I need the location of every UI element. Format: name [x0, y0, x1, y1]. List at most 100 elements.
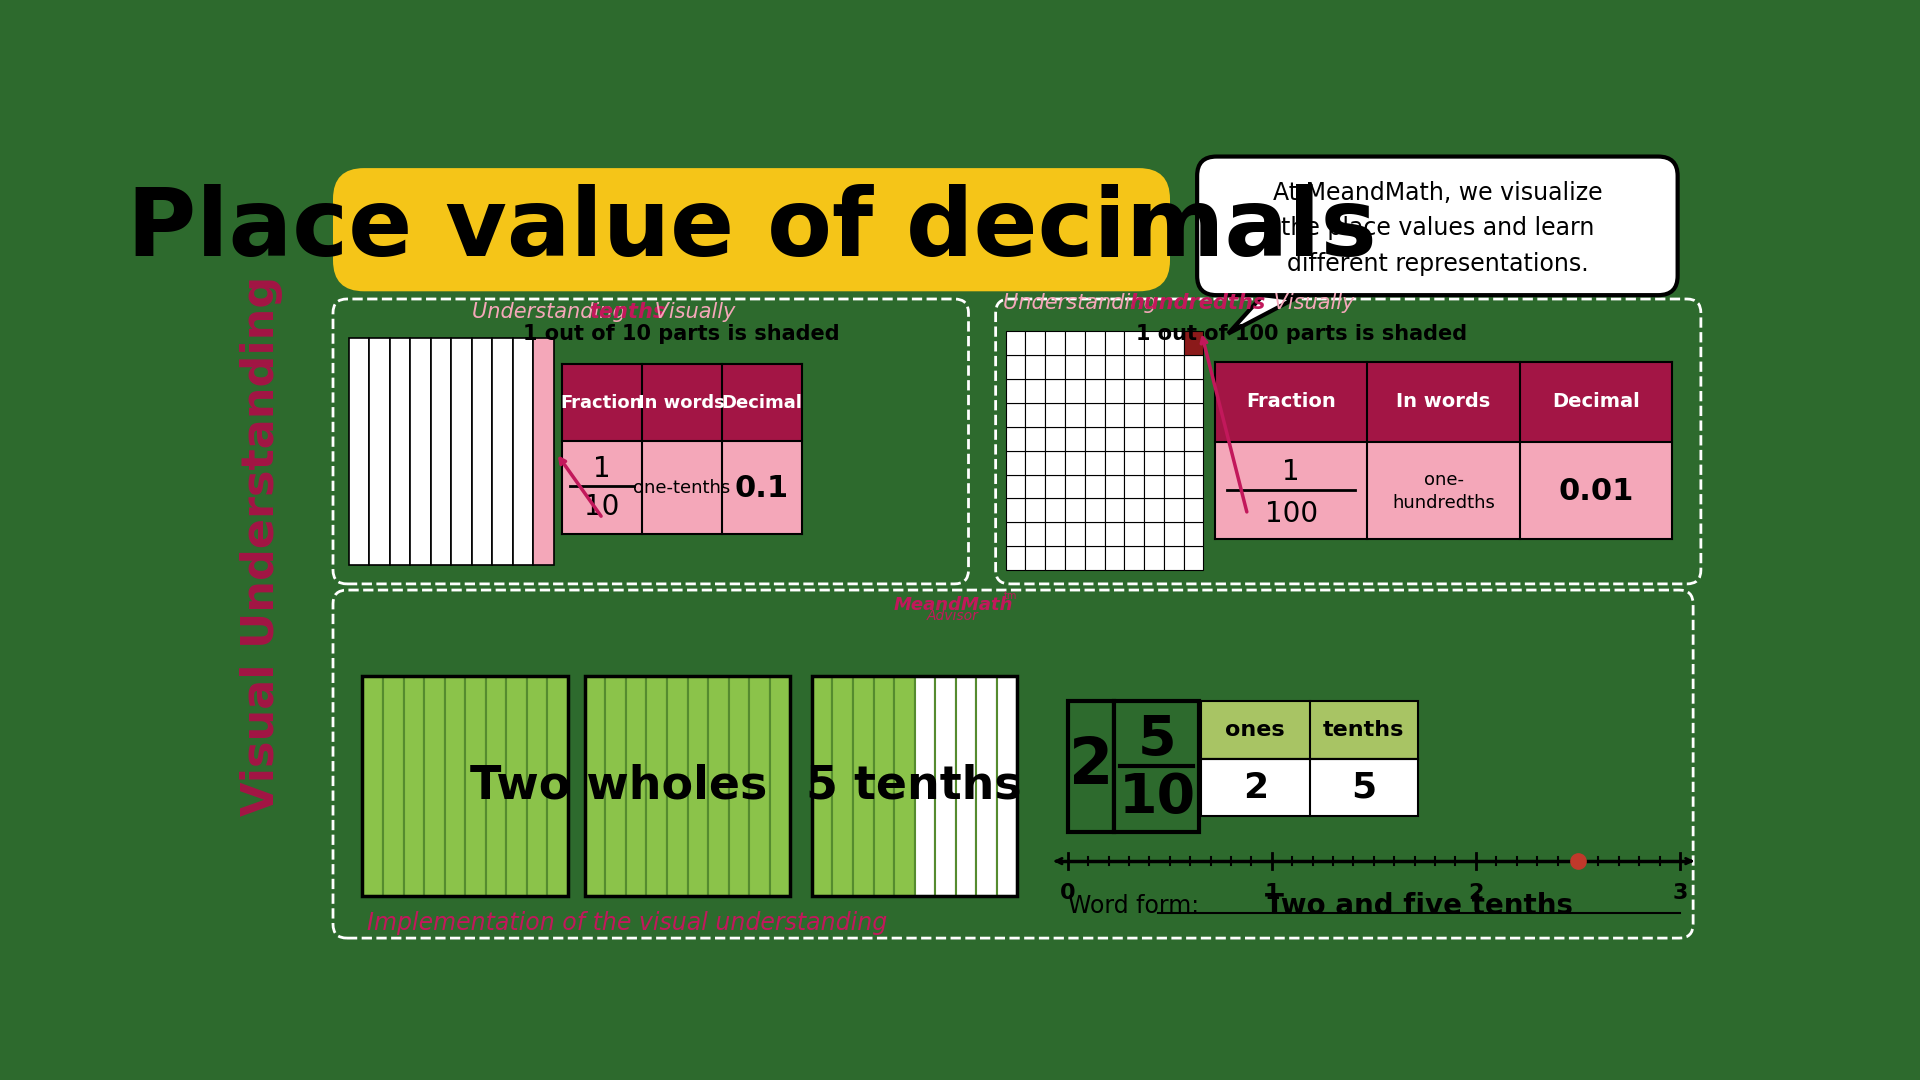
Bar — [1006, 355, 1025, 379]
Bar — [1044, 332, 1066, 355]
Bar — [1006, 499, 1025, 523]
Bar — [1066, 450, 1085, 474]
Bar — [1125, 523, 1144, 546]
Bar — [1025, 355, 1044, 379]
Bar — [1125, 474, 1144, 499]
Bar — [1066, 379, 1085, 403]
Bar — [1044, 499, 1066, 523]
Bar — [1164, 450, 1183, 474]
Bar — [1025, 499, 1044, 523]
Bar — [1044, 427, 1066, 450]
Bar — [895, 676, 914, 895]
Bar — [1183, 499, 1204, 523]
Bar — [451, 337, 472, 565]
Bar — [1144, 546, 1164, 570]
Bar — [647, 676, 666, 895]
Text: Visually: Visually — [1267, 293, 1354, 313]
Text: Two wholes: Two wholes — [470, 764, 766, 808]
Text: Visually: Visually — [649, 302, 735, 322]
Text: 1: 1 — [1263, 882, 1279, 903]
Bar — [1025, 379, 1044, 403]
FancyBboxPatch shape — [1198, 157, 1678, 295]
Bar — [411, 337, 430, 565]
Bar — [349, 337, 369, 565]
Bar — [1085, 427, 1104, 450]
Text: Visual Understanding: Visual Understanding — [240, 275, 284, 815]
Bar — [1085, 355, 1104, 379]
Bar — [1125, 499, 1144, 523]
Bar — [363, 676, 568, 895]
FancyBboxPatch shape — [332, 168, 1169, 292]
Bar — [1144, 355, 1164, 379]
Bar — [1044, 403, 1066, 427]
Text: one-
hundredths: one- hundredths — [1392, 471, 1496, 512]
Bar — [1044, 546, 1066, 570]
Bar — [1125, 546, 1144, 570]
Bar — [996, 676, 1018, 895]
Text: 2: 2 — [1242, 770, 1267, 805]
Bar — [1125, 379, 1144, 403]
Bar — [1125, 450, 1144, 474]
Bar — [1183, 379, 1204, 403]
Bar — [1183, 427, 1204, 450]
Bar — [1066, 332, 1085, 355]
Bar — [1183, 546, 1204, 570]
Bar — [1025, 450, 1044, 474]
Bar — [728, 676, 749, 895]
Bar — [1164, 427, 1183, 450]
Text: tenths: tenths — [589, 302, 664, 322]
Bar — [1164, 523, 1183, 546]
Text: Fraction: Fraction — [1246, 392, 1336, 411]
Bar — [1044, 355, 1066, 379]
Text: Place value of decimals: Place value of decimals — [127, 184, 1377, 275]
Bar — [852, 676, 874, 895]
Bar — [1044, 523, 1066, 546]
Bar — [1025, 403, 1044, 427]
Bar — [390, 337, 411, 565]
Bar — [1066, 403, 1085, 427]
Text: Advisor: Advisor — [927, 609, 979, 623]
Text: Decimal: Decimal — [1551, 392, 1640, 411]
Bar — [770, 676, 791, 895]
Bar — [1144, 427, 1164, 450]
Bar — [956, 676, 975, 895]
Bar — [1183, 332, 1204, 355]
Bar — [666, 676, 687, 895]
Bar — [1104, 499, 1125, 523]
Bar — [1085, 450, 1104, 474]
Bar — [1044, 474, 1066, 499]
Bar — [1006, 450, 1025, 474]
Bar — [1006, 379, 1025, 403]
Bar — [363, 676, 382, 895]
Bar — [1125, 332, 1144, 355]
Bar — [1104, 403, 1125, 427]
Bar — [1085, 403, 1104, 427]
Bar — [1104, 474, 1125, 499]
Bar — [1114, 701, 1200, 832]
Bar — [812, 676, 1018, 895]
Text: tm: tm — [1004, 591, 1018, 602]
Bar — [1085, 523, 1104, 546]
Bar — [1066, 427, 1085, 450]
Bar — [1085, 379, 1104, 403]
Text: 5 tenths: 5 tenths — [806, 764, 1021, 808]
Bar — [1215, 362, 1672, 442]
Bar — [1104, 427, 1125, 450]
Text: Decimal: Decimal — [722, 393, 803, 411]
Bar — [1006, 427, 1025, 450]
Bar — [1104, 546, 1125, 570]
Bar — [513, 337, 534, 565]
Bar — [1104, 450, 1125, 474]
Bar — [1164, 379, 1183, 403]
Bar — [1066, 499, 1085, 523]
Bar — [1066, 546, 1085, 570]
Bar — [626, 676, 647, 895]
Bar — [486, 676, 507, 895]
Text: 0: 0 — [1060, 882, 1075, 903]
Text: 10: 10 — [1117, 771, 1196, 825]
Bar — [1006, 546, 1025, 570]
Text: 3: 3 — [1672, 882, 1688, 903]
Bar — [1104, 355, 1125, 379]
Text: 100: 100 — [1265, 500, 1317, 528]
Text: Word form:: Word form: — [1068, 894, 1198, 918]
